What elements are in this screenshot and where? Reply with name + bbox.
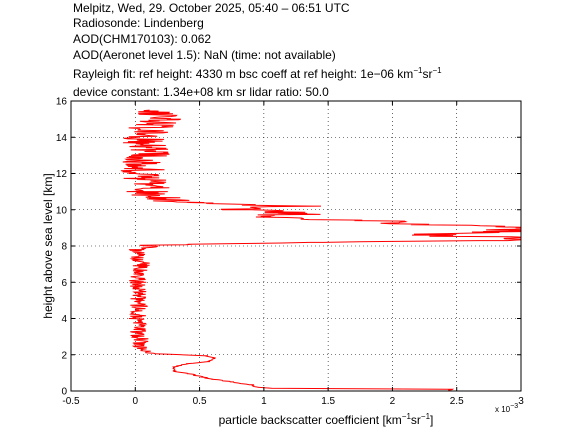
y-tick-label: 16 bbox=[56, 97, 68, 108]
rayleigh-text-b: sr bbox=[422, 67, 433, 81]
header-location-time: Melpitz, Wed, 29. October 2025, 05:40 – … bbox=[73, 1, 350, 15]
x-scale-exponent: −3 bbox=[510, 403, 518, 410]
rayleigh-sup-2: −1 bbox=[432, 66, 442, 75]
x-axis-label: particle backscatter coefficient [km−1sr… bbox=[219, 412, 434, 427]
header-rayleigh-fit: Rayleigh fit: ref height: 4330 m bsc coe… bbox=[73, 66, 442, 82]
x-tick-label: 0.5 bbox=[193, 396, 207, 407]
x-axis-label-xlabel_end: ] bbox=[430, 413, 433, 427]
y-tick-label: 0 bbox=[61, 387, 67, 398]
x-tick-label: 0 bbox=[133, 396, 139, 407]
y-tick-label: 14 bbox=[56, 133, 68, 144]
x-tick-label: 1.5 bbox=[321, 396, 335, 407]
x-tick-label: 2 bbox=[390, 396, 396, 407]
y-tick-label: 2 bbox=[61, 350, 67, 361]
y-tick-label: 8 bbox=[61, 242, 67, 253]
y-tick-label: 12 bbox=[56, 169, 68, 180]
x-tick-label: 1 bbox=[261, 396, 267, 407]
header-device-constant: device constant: 1.34e+08 km sr lidar ra… bbox=[73, 85, 329, 99]
header-aod-aeronet: AOD(Aeronet level 1.5): NaN (time: not a… bbox=[73, 48, 336, 62]
header-aod-chm: AOD(CHM170103): 0.062 bbox=[73, 32, 212, 46]
y-axis-label: height above sea level [km] bbox=[41, 173, 55, 318]
header-radiosonde: Radiosonde: Lindenberg bbox=[73, 16, 204, 30]
y-tick-label: 6 bbox=[61, 278, 67, 289]
x-axis-label-xlabel_sup2: −1 bbox=[421, 412, 431, 421]
y-tick-label: 4 bbox=[61, 314, 67, 325]
x-axis-label-xlabel_main: particle backscatter coefficient [km bbox=[219, 413, 402, 427]
rayleigh-sup-1: −1 bbox=[413, 66, 423, 75]
x-axis-label-xlabel_sup1: −1 bbox=[402, 412, 412, 421]
data-layer bbox=[120, 109, 521, 391]
rayleigh-text-a: Rayleigh fit: ref height: 4330 m bsc coe… bbox=[73, 67, 414, 81]
backscatter-profile-line bbox=[120, 109, 521, 391]
x-axis-label-xlabel_mid: sr bbox=[411, 413, 421, 427]
x-scale-base: x 10 bbox=[495, 405, 511, 414]
x-tick-label: -0.5 bbox=[62, 396, 80, 407]
x-scale-multiplier: x 10−3 bbox=[495, 403, 518, 414]
x-tick-label: 2.5 bbox=[450, 396, 464, 407]
x-tick-label: 3 bbox=[518, 396, 524, 407]
y-tick-label: 10 bbox=[56, 205, 68, 216]
